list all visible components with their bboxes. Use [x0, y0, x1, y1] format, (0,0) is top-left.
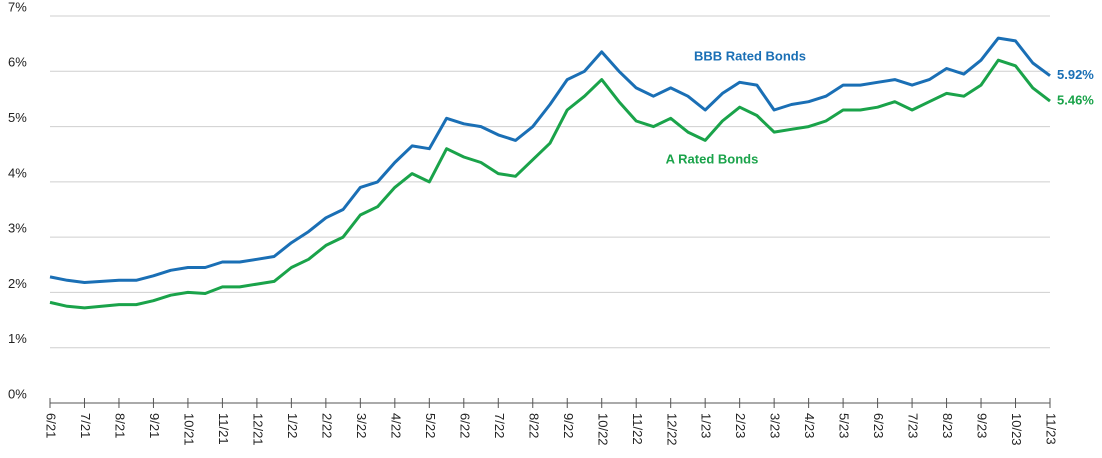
x-tick-label: 6/23 [871, 413, 886, 438]
x-tick-label: 8/21 [113, 413, 128, 438]
data-label: 5.92% [1057, 67, 1094, 82]
y-tick-label: 5% [8, 110, 27, 125]
x-tick-label: 11/22 [630, 413, 645, 445]
x-tick-label: 4/23 [802, 413, 817, 438]
x-tick-label: 2/22 [319, 413, 334, 438]
x-tick-label: 7/23 [906, 413, 921, 438]
x-tick-label: 10/23 [1009, 413, 1024, 446]
x-tick-label: 11/23 [1044, 413, 1059, 445]
x-tick-label: 8/23 [940, 413, 955, 438]
x-tick-label: 8/22 [526, 413, 541, 438]
x-tick-label: 2/23 [733, 413, 748, 438]
series-label: BBB Rated Bonds [694, 48, 806, 63]
x-tick-label: 7/21 [78, 413, 93, 438]
y-tick-label: 4% [8, 165, 27, 180]
y-tick-label: 7% [8, 0, 27, 14]
y-tick-label: 3% [8, 221, 27, 236]
x-tick-label: 10/21 [181, 413, 196, 446]
x-tick-label: 6/21 [44, 413, 59, 438]
x-tick-label: 1/23 [699, 413, 714, 438]
x-tick-label: 1/22 [285, 413, 300, 438]
x-tick-label: 5/22 [423, 413, 438, 438]
y-tick-label: 6% [8, 55, 27, 70]
series-line [49, 58, 1051, 310]
x-tick-label: 3/22 [354, 413, 369, 438]
x-tick-label: 3/23 [768, 413, 783, 438]
x-tick-label: 10/22 [595, 413, 610, 446]
series-label: A Rated Bonds [666, 151, 759, 166]
y-tick-label: 0% [8, 386, 27, 401]
x-tick-label: 12/21 [250, 413, 265, 446]
series-line [49, 36, 1051, 284]
x-tick-label: 12/22 [664, 413, 679, 446]
x-tick-label: 9/21 [147, 413, 162, 438]
x-tick-label: 6/22 [457, 413, 472, 438]
x-tick-label: 11/21 [216, 413, 231, 445]
data-label: 5.46% [1057, 93, 1094, 108]
y-tick-label: 2% [8, 276, 27, 291]
y-tick-label: 1% [8, 331, 27, 346]
x-tick-label: 5/23 [837, 413, 852, 438]
x-tick-label: 4/22 [388, 413, 403, 438]
x-tick-label: 9/22 [561, 413, 576, 438]
x-tick-label: 7/22 [492, 413, 507, 438]
x-tick-label: 9/23 [975, 413, 990, 438]
